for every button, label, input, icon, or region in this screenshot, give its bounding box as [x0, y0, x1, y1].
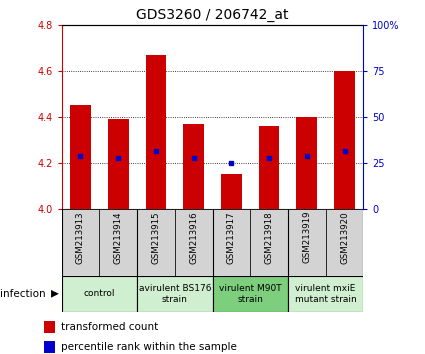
Bar: [250, 209, 288, 276]
Text: GSM213913: GSM213913: [76, 211, 85, 263]
Bar: [70, 105, 91, 209]
Bar: [288, 276, 363, 312]
Bar: [212, 276, 288, 312]
Bar: [44, 341, 55, 353]
Bar: [62, 209, 99, 276]
Text: GSM213917: GSM213917: [227, 211, 236, 263]
Bar: [137, 209, 175, 276]
Bar: [334, 71, 355, 209]
Bar: [221, 174, 242, 209]
Text: avirulent BS176
strain: avirulent BS176 strain: [139, 284, 211, 303]
Text: GSM213918: GSM213918: [265, 211, 274, 263]
Text: transformed count: transformed count: [61, 322, 159, 332]
Bar: [62, 276, 137, 312]
Bar: [99, 209, 137, 276]
Text: virulent M90T
strain: virulent M90T strain: [219, 284, 281, 303]
Text: virulent mxiE
mutant strain: virulent mxiE mutant strain: [295, 284, 357, 303]
Bar: [175, 209, 212, 276]
Text: GSM213920: GSM213920: [340, 211, 349, 263]
Bar: [44, 321, 55, 333]
Bar: [259, 126, 280, 209]
Bar: [108, 119, 129, 209]
Text: infection: infection: [0, 289, 45, 299]
Text: GSM213915: GSM213915: [151, 211, 160, 263]
Text: percentile rank within the sample: percentile rank within the sample: [61, 342, 237, 352]
Bar: [183, 124, 204, 209]
Bar: [212, 209, 250, 276]
Text: GSM213916: GSM213916: [189, 211, 198, 263]
Bar: [137, 276, 212, 312]
Bar: [288, 209, 326, 276]
Text: GSM213919: GSM213919: [302, 211, 311, 263]
Text: control: control: [84, 289, 115, 298]
Bar: [296, 117, 317, 209]
Text: GSM213914: GSM213914: [114, 211, 123, 263]
Bar: [145, 55, 166, 209]
Title: GDS3260 / 206742_at: GDS3260 / 206742_at: [136, 8, 289, 22]
Bar: [326, 209, 363, 276]
